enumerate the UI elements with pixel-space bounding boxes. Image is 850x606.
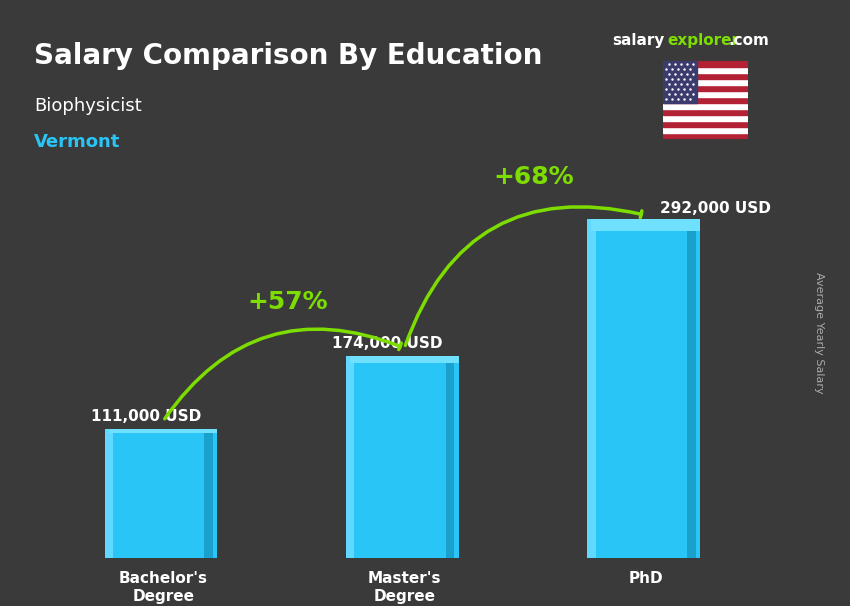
Bar: [663, 127, 748, 133]
Text: salary: salary: [612, 33, 665, 48]
Bar: [663, 133, 748, 139]
Bar: [663, 91, 748, 97]
Bar: [109, 429, 218, 558]
Bar: [663, 109, 748, 115]
Bar: [663, 85, 748, 91]
Text: 292,000 USD: 292,000 USD: [660, 201, 771, 216]
Text: 111,000 USD: 111,000 USD: [91, 409, 201, 424]
Bar: [663, 115, 748, 121]
Bar: [663, 97, 748, 103]
Bar: [663, 103, 748, 109]
Text: +68%: +68%: [494, 165, 575, 189]
Text: Salary Comparison By Education: Salary Comparison By Education: [34, 42, 542, 70]
Bar: [350, 356, 459, 363]
Bar: [663, 61, 697, 103]
Bar: [663, 73, 748, 79]
Bar: [663, 61, 748, 67]
Text: 174,000 USD: 174,000 USD: [332, 336, 443, 351]
Bar: [350, 356, 459, 558]
Bar: [592, 219, 700, 558]
Bar: [445, 356, 455, 558]
Bar: [663, 121, 748, 127]
Bar: [592, 219, 700, 231]
Text: Average Yearly Salary: Average Yearly Salary: [814, 273, 824, 394]
Bar: [105, 429, 113, 558]
Text: +57%: +57%: [247, 290, 328, 314]
Text: Vermont: Vermont: [34, 133, 121, 152]
Bar: [687, 219, 695, 558]
Text: Biophysicist: Biophysicist: [34, 97, 142, 115]
Bar: [346, 356, 354, 558]
Text: explorer: explorer: [667, 33, 740, 48]
Bar: [663, 67, 748, 73]
Bar: [204, 429, 213, 558]
Bar: [587, 219, 596, 558]
Bar: [109, 429, 218, 433]
Text: .com: .com: [728, 33, 769, 48]
Bar: [663, 79, 748, 85]
